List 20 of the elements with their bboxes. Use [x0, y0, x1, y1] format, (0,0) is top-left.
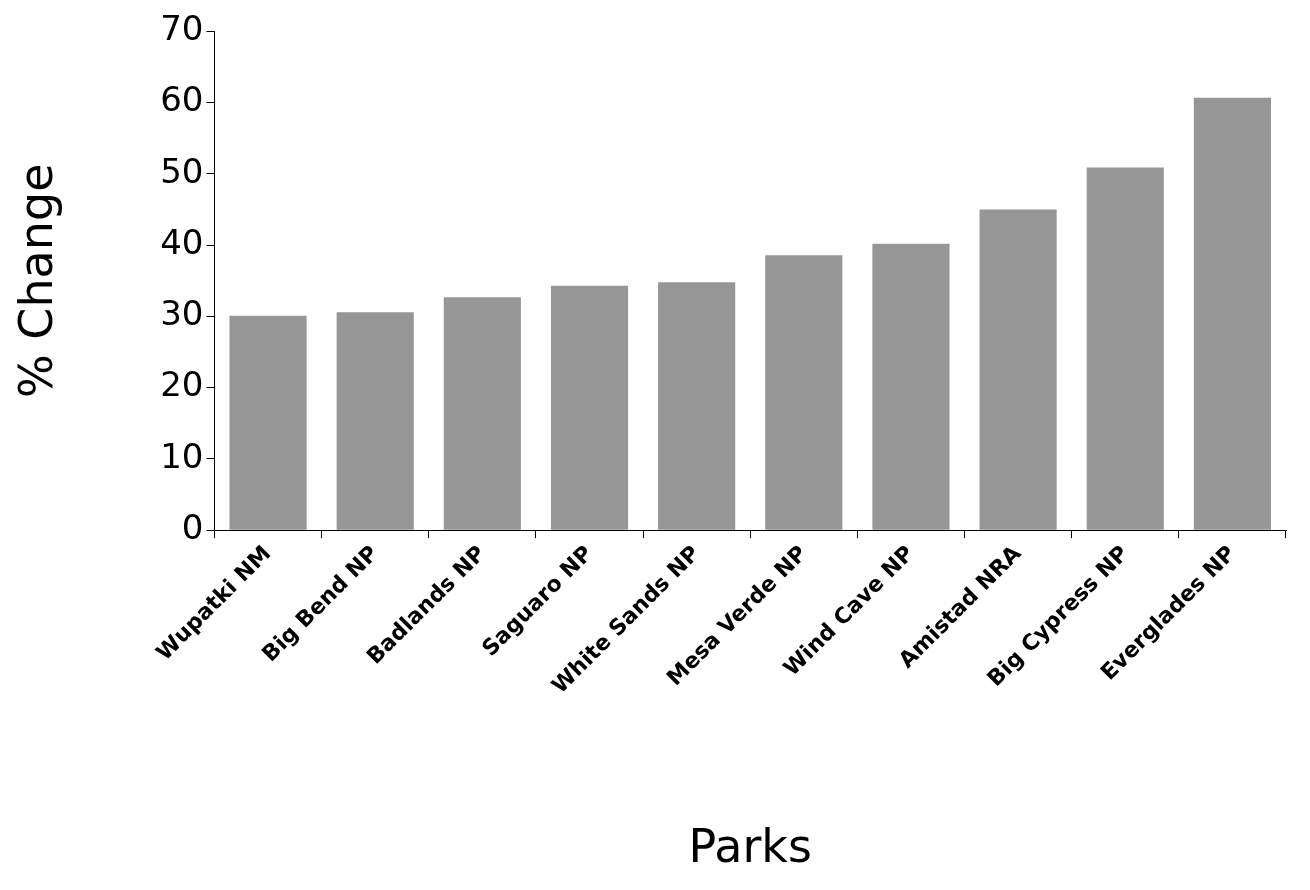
- y-axis-title: % Change: [8, 163, 63, 398]
- x-axis-title: Parks: [688, 819, 812, 874]
- bar: [1086, 167, 1164, 530]
- bar: [765, 255, 843, 530]
- bar: [872, 243, 950, 530]
- y-tick-label: 60: [160, 79, 204, 120]
- y-tick-label: 20: [160, 364, 204, 405]
- bar: [658, 282, 736, 530]
- y-tick-label: 40: [160, 221, 204, 262]
- bar: [979, 209, 1057, 530]
- bar: [229, 315, 307, 530]
- bar: [550, 285, 629, 530]
- y-tick-label: 10: [160, 435, 204, 476]
- y-tick-label: 50: [160, 150, 204, 191]
- bar: [1193, 97, 1271, 530]
- bar: [336, 312, 414, 530]
- y-tick-label: 0: [181, 506, 204, 547]
- y-tick-label: 70: [160, 8, 204, 49]
- y-tick-label: 30: [160, 293, 204, 334]
- bar: [443, 297, 521, 530]
